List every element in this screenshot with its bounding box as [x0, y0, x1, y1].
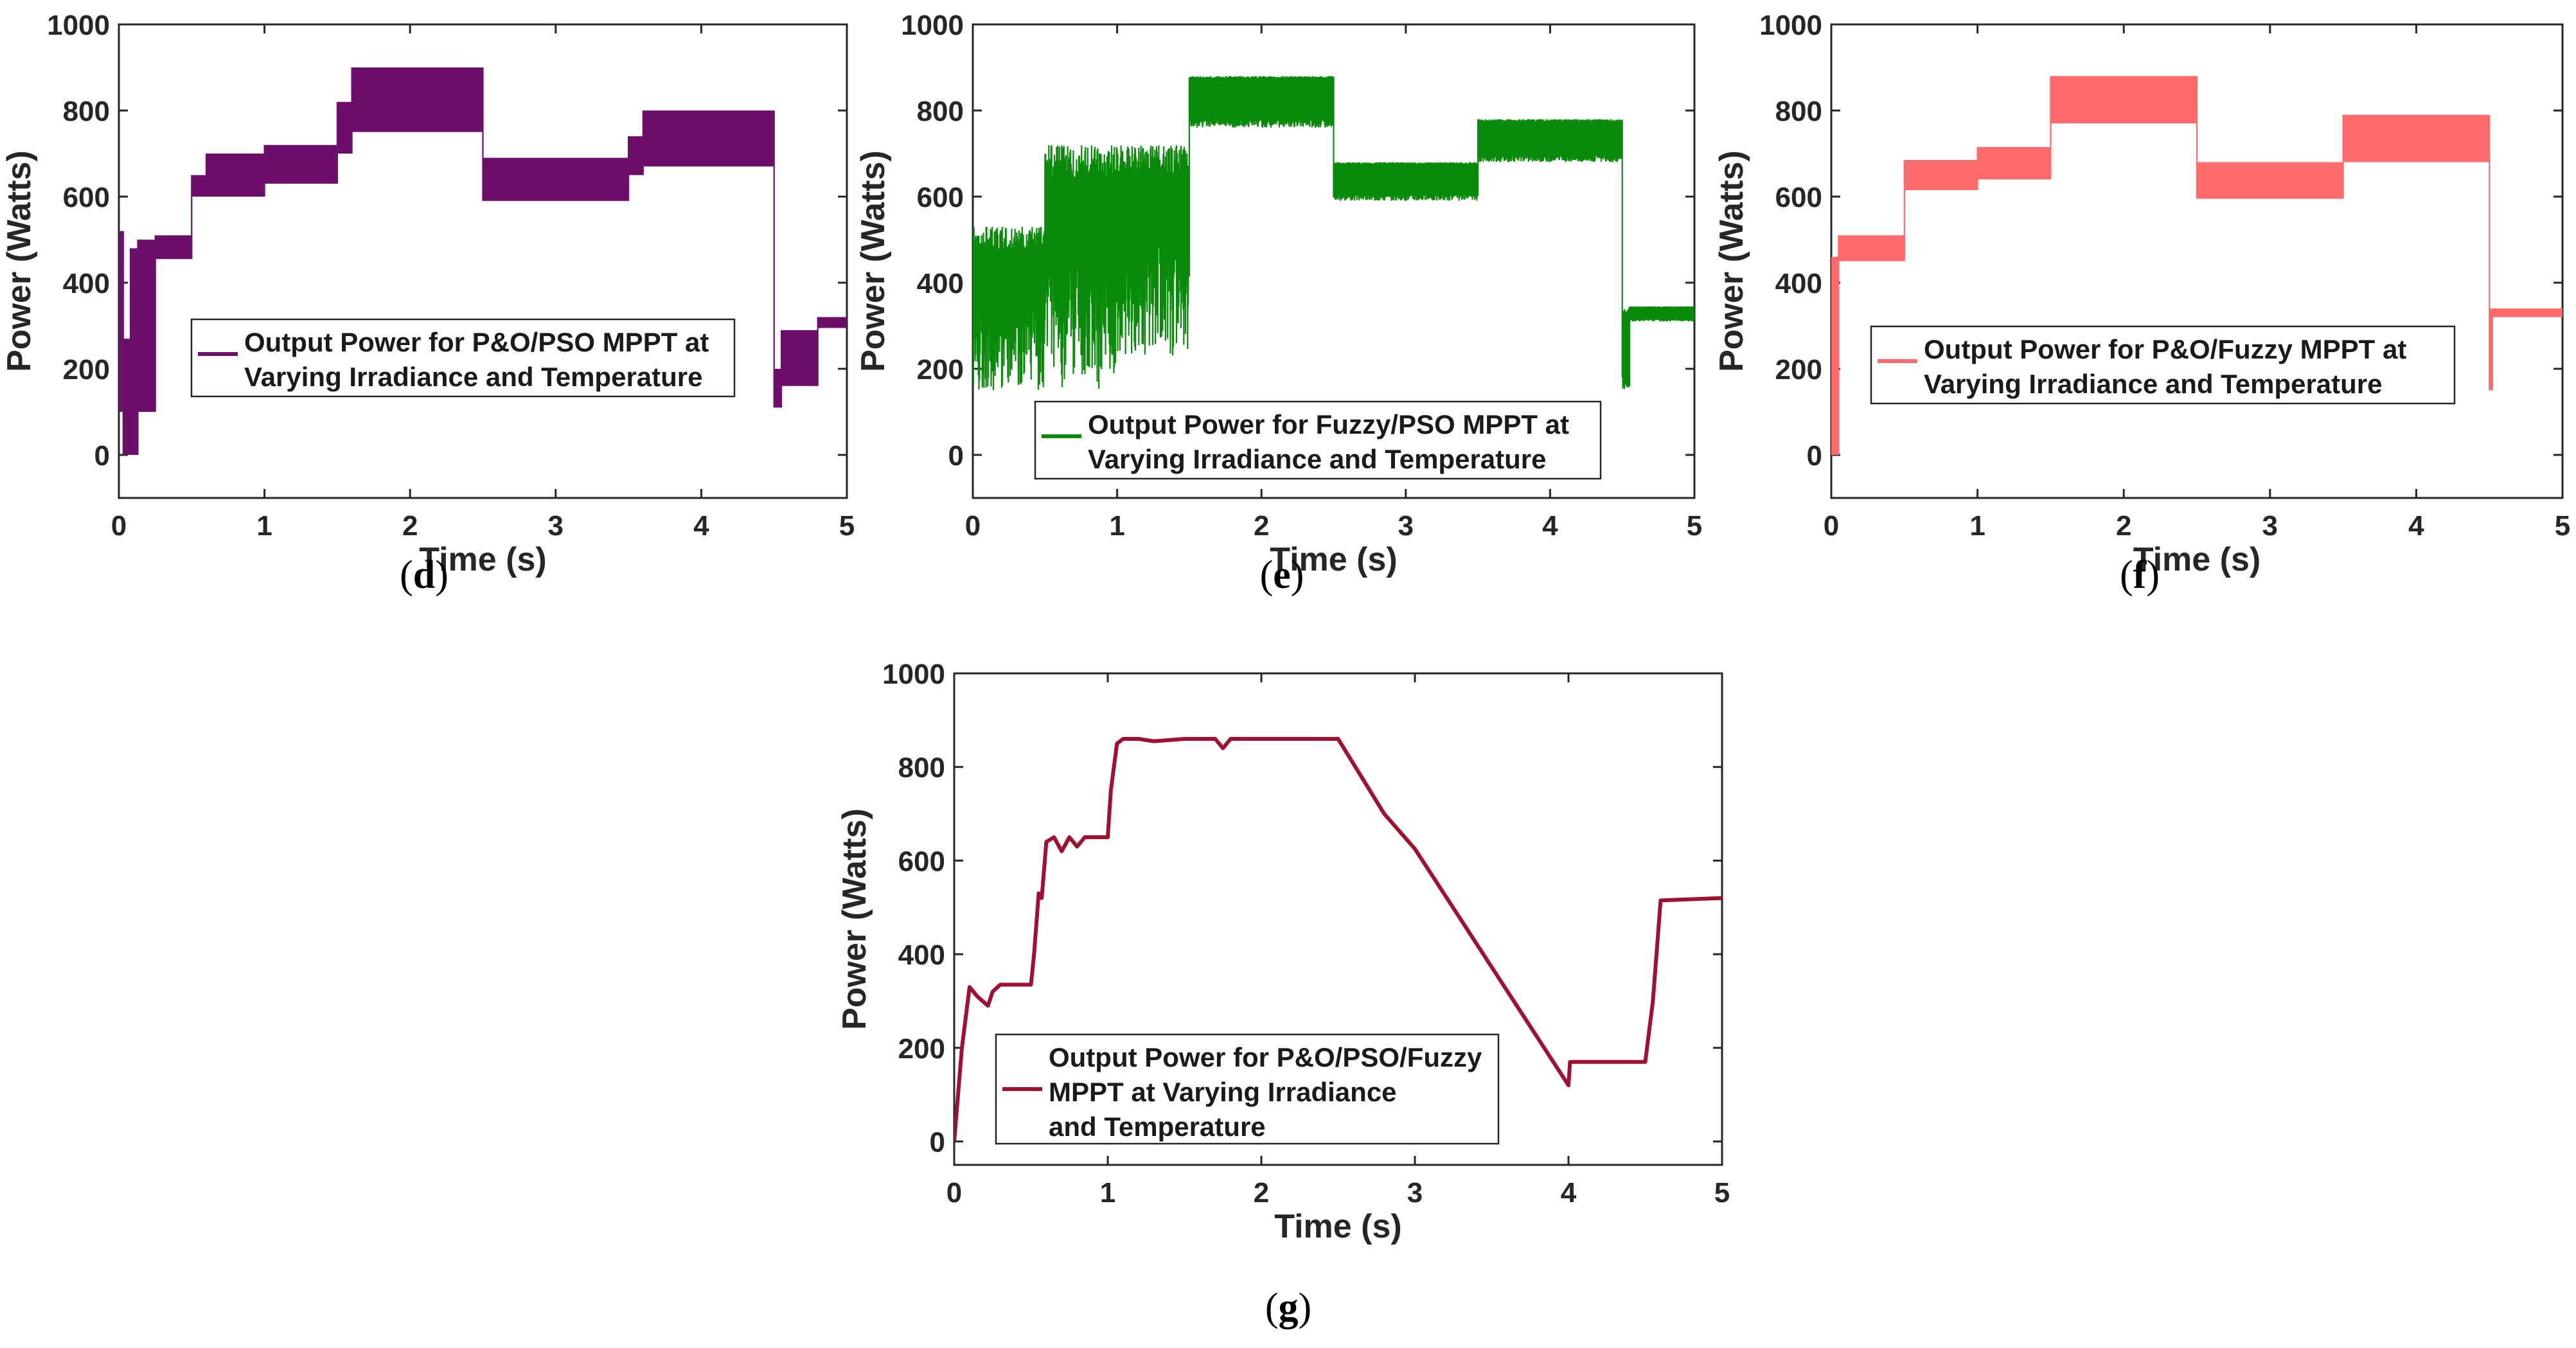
x-tick-label: 1	[256, 510, 272, 542]
y-tick-label: 200	[63, 354, 110, 386]
y-tick-label: 0	[948, 440, 964, 472]
x-tick-label: 5	[1687, 510, 1702, 542]
x-tick-label: 3	[2262, 510, 2278, 542]
legend-label: Output Power for Fuzzy/PSO MPPT at	[1088, 409, 1569, 439]
legend-label: Varying Irradiance and Temperature	[244, 362, 703, 392]
y-tick-label: 200	[898, 1033, 945, 1065]
x-tick-label: 2	[2116, 510, 2131, 542]
x-axis-label: Time (s)	[1274, 1208, 1401, 1245]
panel-caption: (d)	[400, 553, 449, 597]
x-tick-label: 1	[1969, 510, 1985, 542]
y-axis-label: Power (Watts)	[1713, 150, 1750, 372]
y-tick-label: 1000	[901, 10, 964, 41]
series-band	[119, 67, 847, 456]
y-tick-label: 800	[63, 96, 110, 127]
x-tick-label: 2	[1254, 510, 1269, 542]
x-tick-label: 0	[946, 1177, 962, 1209]
legend-label: Varying Irradiance and Temperature	[1924, 369, 2383, 399]
x-axis-label: Time (s)	[2133, 541, 2261, 578]
series-line	[954, 737, 1722, 1142]
y-tick-label: 400	[898, 939, 945, 971]
series-band	[1831, 76, 2563, 456]
x-tick-label: 4	[1561, 1177, 1577, 1209]
y-axis-label: Power (Watts)	[836, 808, 873, 1030]
y-tick-label: 600	[1775, 182, 1822, 213]
y-axis-label: Power (Watts)	[855, 150, 892, 372]
chart-panel-d: 0 1 2 3 4 5 0 200 400 600 800 1000 Time (s) Power (Wa…	[1, 10, 855, 597]
x-axis-label: Time (s)	[419, 541, 546, 578]
y-tick-label: 800	[898, 752, 945, 784]
y-tick-label: 600	[898, 846, 945, 877]
x-tick-label: 4	[2408, 510, 2424, 542]
x-tick-label: 4	[693, 510, 709, 542]
y-tick-label: 1000	[1759, 10, 1822, 41]
x-axis-label: Time (s)	[1270, 541, 1397, 578]
y-tick-label: 1000	[47, 10, 110, 41]
x-tick-label: 5	[1714, 1177, 1730, 1209]
legend-box	[1034, 400, 1602, 480]
y-tick-label: 400	[63, 268, 110, 299]
x-tick-label: 0	[965, 510, 981, 542]
legend-label: Varying Irradiance and Temperature	[1088, 444, 1547, 474]
y-tick-label: 400	[917, 268, 964, 299]
legend-label: Output Power for P&O/Fuzzy MPPT at	[1924, 334, 2406, 364]
x-tick-label: 0	[1824, 510, 1839, 542]
y-tick-label: 1000	[882, 659, 945, 690]
y-axis-label: Power (Watts)	[1, 150, 38, 372]
y-tick-label: 0	[94, 440, 110, 472]
x-tick-label: 5	[839, 510, 855, 542]
x-tick-label: 1	[1100, 1177, 1115, 1209]
y-tick-label: 600	[917, 182, 964, 213]
y-tick-label: 600	[63, 182, 110, 213]
y-tick-label: 200	[917, 354, 964, 386]
panel-caption: (g)	[1265, 1286, 1311, 1329]
y-tick-label: 800	[917, 96, 964, 127]
chart-panel-g: 0 1 2 3 4 5 0 200 400 600 800 1000 Time (s) Power (Wa…	[836, 659, 1730, 1329]
x-tick-label: 3	[1398, 510, 1414, 542]
x-tick-label: 2	[402, 510, 418, 542]
y-tick-label: 800	[1775, 96, 1822, 127]
panel-caption: (e)	[1260, 553, 1304, 597]
x-tick-label: 0	[111, 510, 127, 542]
chart-panel-f: 0 1 2 3 4 5 0 200 400 600 800 1000 Time (s) Power (Wa…	[1713, 10, 2570, 597]
chart-panel-e: 0 1 2 3 4 5 0 200 400 600 800 1000 Time (s) Power (Wa…	[855, 10, 1702, 597]
legend-box	[1870, 325, 2456, 405]
legend-label: Output Power for P&O/PSO/Fuzzy	[1049, 1042, 1482, 1072]
panel-caption: (f)	[2120, 553, 2160, 597]
x-tick-label: 2	[1254, 1177, 1269, 1209]
legend-label: and Temperature	[1049, 1112, 1266, 1142]
y-tick-label: 200	[1775, 354, 1822, 386]
legend-box	[190, 318, 736, 398]
y-tick-label: 400	[1775, 268, 1822, 299]
legend-box	[995, 1033, 1500, 1145]
series-band	[973, 76, 1694, 391]
y-tick-label: 0	[1807, 440, 1822, 472]
legend-label: MPPT at Varying Irradiance	[1049, 1077, 1397, 1107]
legend-label: Output Power for P&O/PSO MPPT at	[244, 327, 709, 357]
x-tick-label: 1	[1109, 510, 1124, 542]
x-tick-label: 4	[1542, 510, 1558, 542]
y-tick-label: 0	[930, 1127, 945, 1158]
x-tick-label: 5	[2555, 510, 2570, 542]
x-tick-label: 3	[1407, 1177, 1423, 1209]
x-tick-label: 3	[548, 510, 564, 542]
